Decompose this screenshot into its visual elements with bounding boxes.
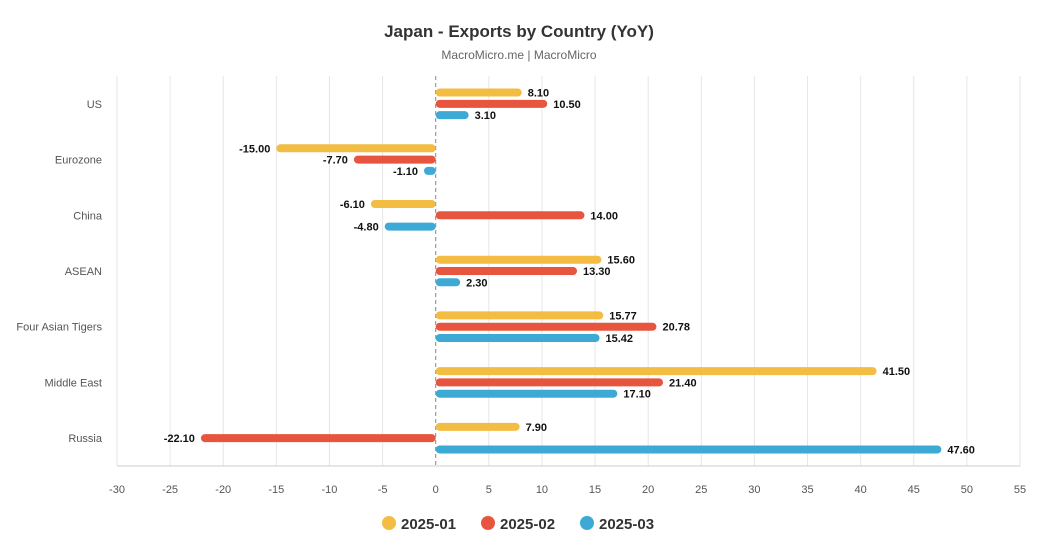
x-tick-label: 25 — [695, 484, 707, 496]
bar-2025-03[interactable] — [435, 389, 618, 398]
bar-2025-03[interactable] — [424, 166, 436, 175]
x-tick-label: 0 — [433, 484, 439, 496]
legend-label: 2025-01 — [401, 516, 456, 533]
x-tick-label: 5 — [486, 484, 492, 496]
x-tick-label: 20 — [642, 484, 654, 496]
legend-item-2025-03[interactable]: 2025-03 — [580, 516, 654, 533]
data-label: -1.10 — [393, 166, 418, 178]
legend-label: 2025-03 — [599, 516, 654, 533]
bar-2025-01[interactable] — [435, 255, 602, 264]
legend-item-2025-02[interactable]: 2025-02 — [481, 516, 555, 533]
data-label: 20.78 — [662, 322, 690, 334]
data-label: 3.10 — [475, 110, 496, 122]
bar-2025-02[interactable] — [435, 99, 548, 108]
legend-marker — [481, 516, 495, 530]
bar-2025-02[interactable] — [435, 322, 657, 331]
bar-2025-02[interactable] — [435, 211, 585, 220]
value-axis: -30 -25 -20 -15 -10 -5 0 5 10 15 20 25 30 35 40 45 50 55 — [109, 484, 1026, 496]
data-label: 17.10 — [623, 389, 651, 401]
x-tick-label: 30 — [748, 484, 760, 496]
bar-2025-01[interactable] — [435, 88, 522, 97]
legend-marker — [382, 516, 396, 530]
x-tick-label: 50 — [961, 484, 973, 496]
data-label: 2.30 — [466, 277, 487, 289]
data-label: 14.00 — [590, 210, 618, 222]
bar-2025-03[interactable] — [384, 222, 436, 231]
x-tick-label: -5 — [378, 484, 388, 496]
bar-2025-03[interactable] — [435, 111, 469, 120]
legend-label: 2025-02 — [500, 516, 555, 533]
category-label: Middle East — [45, 377, 102, 389]
bar-2025-02[interactable] — [435, 378, 664, 387]
bar-2025-01[interactable] — [370, 199, 436, 208]
category-label: Eurozone — [55, 155, 102, 167]
legend[interactable]: 2025-01 2025-02 2025-03 — [382, 516, 654, 533]
x-tick-label: 55 — [1014, 484, 1026, 496]
category-label: Four Asian Tigers — [16, 322, 102, 334]
x-tick-label: 40 — [855, 484, 867, 496]
x-tick-label: 10 — [536, 484, 548, 496]
data-label: -15.00 — [239, 143, 270, 155]
data-label: 15.42 — [606, 333, 634, 345]
bar-2025-01[interactable] — [435, 422, 520, 431]
x-tick-label: -25 — [162, 484, 178, 496]
bar-2025-03[interactable] — [435, 278, 461, 287]
legend-item-2025-01[interactable]: 2025-01 — [382, 516, 456, 533]
data-label: 41.50 — [883, 366, 911, 378]
category-label: China — [73, 210, 103, 222]
x-tick-label: -15 — [268, 484, 284, 496]
category-label: US — [87, 99, 102, 111]
chart-title: Japan - Exports by Country (YoY) — [384, 22, 654, 41]
data-label: 15.77 — [609, 310, 637, 322]
category-label: ASEAN — [65, 266, 102, 278]
data-label: -7.70 — [323, 155, 348, 167]
x-tick-label: 15 — [589, 484, 601, 496]
data-label: 7.90 — [526, 422, 547, 434]
grid — [116, 76, 1021, 467]
data-label: -6.10 — [340, 199, 365, 211]
chart-subtitle: MacroMicro.me | MacroMicro — [441, 48, 596, 62]
data-label: 47.60 — [947, 444, 975, 456]
bar-2025-02[interactable] — [200, 434, 436, 443]
x-tick-label: -10 — [322, 484, 338, 496]
bar-2025-01[interactable] — [276, 144, 436, 153]
x-tick-label: -30 — [109, 484, 125, 496]
bar-2025-01[interactable] — [435, 311, 604, 320]
bar-2025-03[interactable] — [435, 445, 942, 454]
data-label: 15.60 — [607, 255, 635, 267]
category-label: Russia — [68, 433, 103, 445]
x-tick-label: -20 — [215, 484, 231, 496]
data-label: 10.50 — [553, 99, 581, 111]
bars: 8.10 10.50 3.10 -15.00 -7.70 -1.10 -6.10 14.00 -… — [164, 88, 975, 457]
bar-2025-02[interactable] — [435, 267, 577, 275]
bar-2025-03[interactable] — [435, 334, 600, 343]
bar-2025-01[interactable] — [435, 367, 877, 376]
bar-2025-02[interactable] — [353, 155, 436, 164]
data-label: 21.40 — [669, 377, 697, 389]
x-tick-label: 45 — [908, 484, 920, 496]
data-label: -22.10 — [164, 433, 195, 445]
category-axis: US Eurozone China ASEAN Four Asian Tigers Mid… — [16, 99, 102, 445]
data-label: 13.30 — [583, 266, 611, 278]
data-label: -4.80 — [354, 222, 379, 234]
x-tick-label: 35 — [801, 484, 813, 496]
legend-marker — [580, 516, 594, 530]
data-label: 8.10 — [528, 88, 549, 100]
